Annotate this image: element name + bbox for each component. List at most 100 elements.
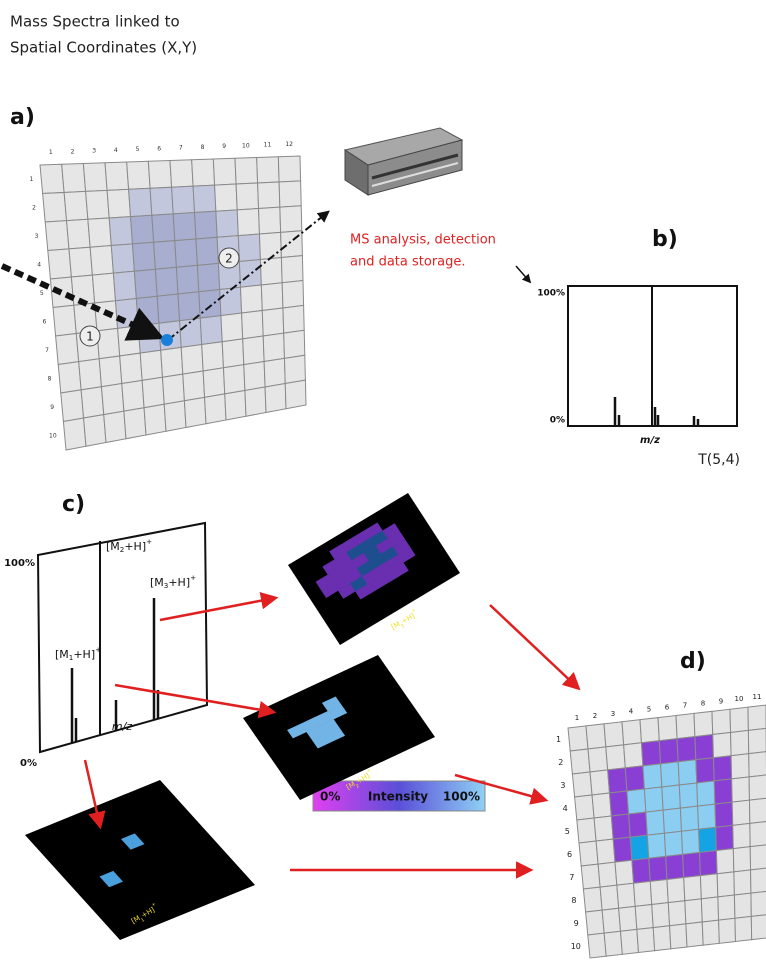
column-label: 12 — [285, 141, 293, 148]
grid-cell — [599, 884, 620, 911]
grid-cell — [712, 755, 733, 782]
grid-cell — [631, 857, 651, 884]
grid-cell — [716, 871, 735, 898]
grid-cell — [131, 241, 156, 272]
grid-cell — [57, 361, 82, 394]
ion-part: +H] — [400, 612, 416, 626]
grid-cell — [126, 160, 151, 190]
map-pixel — [367, 576, 385, 593]
grid-cell — [224, 389, 247, 421]
ion-label: [M3+H]+ — [150, 573, 196, 590]
grid-cell — [612, 836, 633, 863]
grid-cell — [693, 710, 714, 738]
grid-cell — [234, 156, 259, 185]
grid-cell — [619, 928, 640, 955]
grid-cell — [100, 382, 125, 416]
column-label: 11 — [264, 142, 272, 149]
row-label: 5 — [40, 290, 44, 297]
grid-cell — [669, 923, 688, 950]
flow-arrow — [454, 773, 549, 805]
row-label: 9 — [574, 919, 579, 928]
axis-label: 0% — [20, 758, 37, 769]
grid-cell — [585, 723, 607, 750]
grid-cell — [701, 919, 720, 946]
map-pixel — [329, 544, 347, 560]
grid-cell — [698, 849, 718, 877]
grid-cell — [636, 927, 656, 954]
map-pixel — [327, 704, 348, 720]
grid-cell — [201, 341, 224, 372]
grid-cell — [283, 354, 306, 385]
grid-cell — [621, 719, 642, 746]
map-pixel — [325, 727, 346, 743]
grid-cell — [715, 824, 734, 852]
row-label: 6 — [42, 318, 46, 325]
title: Mass Spectra linked to — [10, 13, 180, 31]
map-pixel — [322, 559, 340, 575]
grid-cell — [257, 181, 281, 210]
map-pixel — [358, 537, 376, 554]
ion-map — [243, 654, 435, 800]
grid-cell — [83, 414, 107, 447]
grid-cell — [221, 338, 245, 369]
grid-cell — [104, 161, 130, 191]
map-pixel — [380, 546, 399, 562]
grid-cell — [89, 245, 114, 276]
step-number: 2 — [225, 252, 233, 266]
grid-cell — [143, 403, 167, 436]
grid-cell — [52, 304, 77, 337]
grid-cell — [633, 880, 653, 907]
column-label: 3 — [611, 710, 615, 718]
grid-cell — [283, 329, 306, 359]
grid-cell — [82, 162, 108, 192]
grid-cell — [675, 712, 696, 740]
grid-cell — [717, 894, 736, 921]
grid-cell — [106, 188, 132, 219]
map-pixel — [327, 567, 346, 583]
grid-cell — [718, 917, 737, 944]
grid-cell — [153, 240, 177, 270]
map-pixel — [320, 582, 339, 598]
legend-label: 100% — [443, 790, 480, 804]
grid-cell — [260, 282, 284, 312]
ion-part: +H] — [124, 540, 146, 553]
grid-cell — [147, 159, 173, 189]
grid-cell — [151, 213, 176, 243]
grid-cell — [657, 714, 678, 742]
grid-cell — [715, 848, 735, 875]
grid-cell — [748, 751, 766, 778]
ion-map — [288, 493, 460, 645]
grid-cell — [129, 214, 155, 245]
grid-cell — [571, 771, 593, 798]
grid-cell — [63, 190, 89, 222]
grid-cell — [678, 782, 699, 809]
grid-cell — [139, 349, 163, 381]
grid-cell — [665, 853, 685, 881]
column-label: 10 — [735, 695, 744, 703]
map-pixel — [306, 725, 326, 741]
grid-cell — [667, 900, 687, 927]
map-pixel — [353, 529, 371, 546]
grid-cell — [96, 327, 121, 360]
row-label: 8 — [571, 896, 576, 905]
grid-cell — [643, 786, 664, 813]
ion-part: + — [95, 645, 101, 654]
grid-cell — [601, 907, 622, 934]
grid-cell — [589, 769, 611, 796]
grid-cell — [614, 859, 635, 886]
grid-cell — [679, 805, 700, 832]
step-number: 1 — [86, 330, 94, 344]
grid-cell — [750, 890, 766, 917]
axis-label: m/z — [640, 435, 660, 446]
grid-cell — [39, 163, 65, 195]
map-pixel — [361, 568, 380, 585]
grid-cell — [748, 797, 766, 824]
grid-cell — [263, 357, 286, 388]
column-label: 7 — [683, 701, 687, 709]
map-pixel — [346, 544, 364, 561]
grid-cell — [194, 210, 218, 240]
grid-cell — [281, 279, 305, 309]
grid-cell — [65, 218, 91, 250]
grid-cell — [680, 828, 701, 855]
